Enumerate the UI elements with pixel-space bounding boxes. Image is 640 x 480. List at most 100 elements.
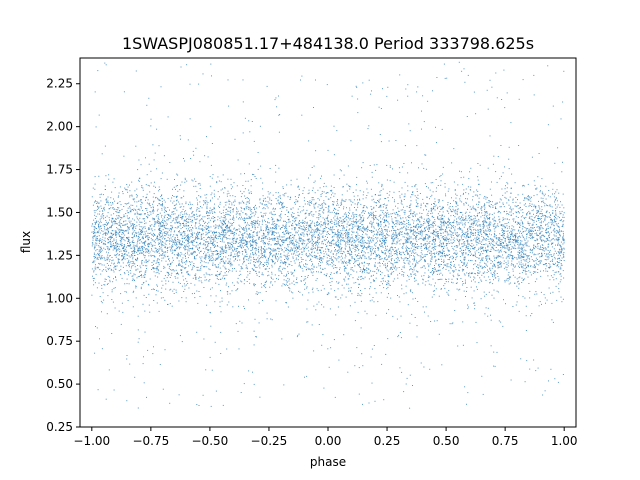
data-point: [417, 226, 419, 228]
data-point: [504, 223, 506, 225]
data-point: [540, 291, 542, 293]
data-point: [131, 233, 133, 235]
data-point: [318, 204, 320, 206]
data-point: [165, 232, 167, 234]
data-point: [212, 231, 213, 233]
data-point: [398, 210, 400, 212]
data-point: [470, 167, 472, 169]
data-point: [377, 224, 379, 226]
data-point: [469, 215, 471, 217]
data-point: [425, 234, 427, 236]
data-point: [484, 271, 486, 273]
data-point: [557, 264, 559, 266]
data-point: [439, 205, 441, 207]
data-point: [333, 229, 335, 230]
data-point: [443, 207, 444, 208]
data-point: [348, 246, 350, 248]
data-point: [545, 212, 547, 213]
data-point: [442, 206, 444, 208]
data-point: [378, 182, 380, 184]
data-point: [239, 213, 241, 215]
data-point: [221, 227, 223, 229]
data-point: [516, 285, 518, 287]
data-point: [562, 374, 564, 375]
data-point: [472, 247, 473, 249]
data-point: [557, 222, 559, 224]
data-point: [132, 229, 134, 231]
data-point: [343, 174, 345, 176]
data-point: [181, 218, 183, 220]
data-point: [329, 228, 331, 230]
data-point: [207, 218, 209, 220]
data-point: [551, 219, 553, 221]
data-point: [309, 174, 311, 176]
data-point: [443, 223, 445, 225]
data-point: [231, 244, 233, 246]
data-point: [268, 233, 270, 235]
data-point: [254, 265, 256, 267]
data-point: [416, 236, 417, 238]
data-point: [158, 243, 160, 245]
data-point: [122, 193, 124, 195]
data-point: [264, 214, 266, 216]
data-point: [313, 107, 314, 108]
data-point: [411, 194, 413, 196]
data-point: [228, 260, 230, 262]
data-point: [389, 248, 391, 250]
data-point: [190, 203, 191, 205]
data-point: [523, 253, 525, 255]
data-point: [367, 225, 369, 227]
data-point: [517, 281, 518, 283]
data-point: [303, 222, 305, 224]
data-point: [323, 212, 325, 214]
data-point: [278, 267, 280, 269]
data-point: [244, 188, 246, 190]
data-point: [537, 243, 539, 244]
data-point: [476, 286, 477, 288]
data-point: [214, 227, 216, 229]
data-point: [431, 212, 433, 214]
data-point: [406, 237, 408, 239]
data-point: [185, 235, 187, 237]
data-point: [413, 267, 415, 269]
data-point: [140, 270, 142, 272]
data-point: [98, 114, 100, 116]
data-point: [133, 235, 135, 237]
data-point: [326, 219, 328, 221]
data-point: [480, 216, 482, 218]
data-point: [182, 275, 184, 277]
data-point: [221, 234, 223, 235]
data-point: [288, 257, 290, 259]
data-point: [464, 262, 466, 264]
data-point: [102, 243, 104, 245]
data-point: [354, 213, 356, 215]
data-point: [142, 189, 144, 191]
data-point: [425, 243, 427, 245]
data-point: [268, 274, 270, 276]
data-point: [524, 297, 526, 299]
data-point: [356, 176, 358, 178]
data-point: [518, 277, 520, 279]
data-point: [467, 208, 468, 210]
data-point: [550, 275, 552, 277]
data-point: [115, 220, 117, 222]
data-point: [553, 234, 555, 236]
data-point: [194, 178, 195, 180]
data-point: [421, 110, 422, 112]
data-point: [115, 276, 116, 278]
data-point: [294, 196, 296, 198]
data-point: [121, 302, 123, 304]
data-point: [262, 216, 264, 218]
data-point: [313, 248, 315, 250]
data-point: [275, 97, 277, 99]
data-point: [195, 255, 197, 257]
data-point: [320, 194, 322, 196]
data-point: [436, 251, 438, 253]
data-point: [314, 207, 316, 209]
data-point: [462, 245, 464, 247]
data-point: [346, 207, 347, 209]
data-point: [476, 194, 478, 196]
data-point: [253, 283, 255, 285]
data-point: [176, 257, 178, 258]
data-point: [232, 282, 234, 284]
